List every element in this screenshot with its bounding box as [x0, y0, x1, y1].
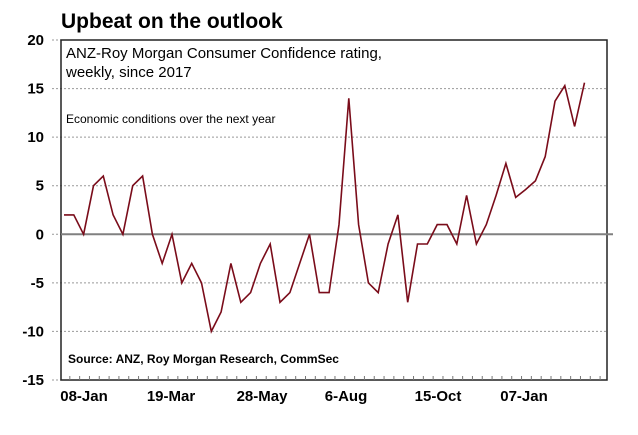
data-point	[348, 97, 350, 99]
data-point	[407, 301, 409, 303]
data-point	[171, 233, 173, 235]
data-point	[240, 301, 242, 303]
data-point	[260, 263, 262, 265]
data-point	[279, 301, 281, 303]
data-point	[112, 214, 114, 216]
data-point	[93, 185, 95, 187]
data-point	[387, 243, 389, 245]
data-point	[122, 233, 124, 235]
chart-subtitle-line-1: ANZ-Roy Morgan Consumer Confidence ratin…	[66, 45, 382, 62]
chart-title: Upbeat on the outlook	[61, 10, 283, 33]
data-point	[515, 197, 517, 199]
data-point	[377, 292, 379, 294]
data-point	[73, 214, 75, 216]
x-tick-label: 08-Jan	[60, 388, 108, 405]
data-point	[319, 292, 321, 294]
data-point	[102, 175, 104, 177]
data-point	[161, 263, 163, 265]
data-point	[358, 224, 360, 226]
data-point	[397, 214, 399, 216]
data-point	[201, 282, 203, 284]
chart-subtitle-line-2: weekly, since 2017	[65, 64, 192, 81]
data-point	[466, 195, 468, 197]
data-point	[289, 292, 291, 294]
data-point	[436, 224, 438, 226]
data-point	[554, 100, 556, 102]
gridlines	[52, 39, 607, 381]
x-tick-label: 28-May	[237, 388, 289, 405]
x-tick-label: 19-Mar	[147, 388, 196, 405]
data-point	[564, 85, 566, 87]
x-axis-tick-labels: 08-Jan 19-Mar 28-May 6-Aug 15-Oct 07-Jan	[60, 388, 548, 405]
plot-frame	[60, 39, 608, 381]
source-note: Source: ANZ, Roy Morgan Research, CommSe…	[68, 352, 339, 366]
data-point	[446, 224, 448, 226]
y-axis-ticks: 20 15 10 5 0 -5 -10 -15	[22, 32, 44, 389]
data-point	[250, 292, 252, 294]
data-point	[338, 224, 340, 226]
data-point	[525, 189, 527, 191]
y-tick-label: -5	[31, 275, 44, 292]
data-point	[368, 282, 370, 284]
data-point	[505, 163, 507, 165]
data-point	[220, 311, 222, 313]
data-point	[584, 82, 586, 84]
data-point	[495, 195, 497, 197]
data-point	[535, 180, 537, 182]
data-point	[485, 224, 487, 226]
data-point	[152, 233, 154, 235]
data-point	[132, 185, 134, 187]
data-point	[456, 243, 458, 245]
y-tick-label: -10	[22, 323, 44, 340]
data-point	[544, 156, 546, 158]
data-point	[142, 175, 144, 177]
data-point	[574, 126, 576, 128]
data-point	[309, 233, 311, 235]
x-tick-label: 15-Oct	[415, 388, 462, 405]
y-tick-label: 10	[27, 129, 44, 146]
data-point	[211, 331, 213, 333]
y-tick-label: 15	[27, 81, 44, 98]
x-axis-minor-ticks	[69, 376, 601, 380]
data-point	[328, 292, 330, 294]
data-point	[427, 243, 429, 245]
series-line-economic-conditions	[64, 82, 586, 334]
y-tick-label: 5	[36, 178, 44, 195]
y-tick-label: 20	[27, 32, 44, 49]
data-point	[476, 243, 478, 245]
data-point	[191, 263, 193, 265]
data-point	[230, 263, 232, 265]
x-tick-label: 07-Jan	[500, 388, 548, 405]
y-tick-label: -15	[22, 372, 44, 389]
data-point	[181, 282, 183, 284]
data-point	[299, 263, 301, 265]
data-point	[269, 243, 271, 245]
data-point	[417, 243, 419, 245]
data-point	[63, 214, 65, 216]
series-annotation: Economic conditions over the next year	[66, 112, 275, 126]
x-tick-label: 6-Aug	[325, 388, 368, 405]
data-point	[83, 233, 85, 235]
y-tick-label: 0	[36, 226, 44, 243]
